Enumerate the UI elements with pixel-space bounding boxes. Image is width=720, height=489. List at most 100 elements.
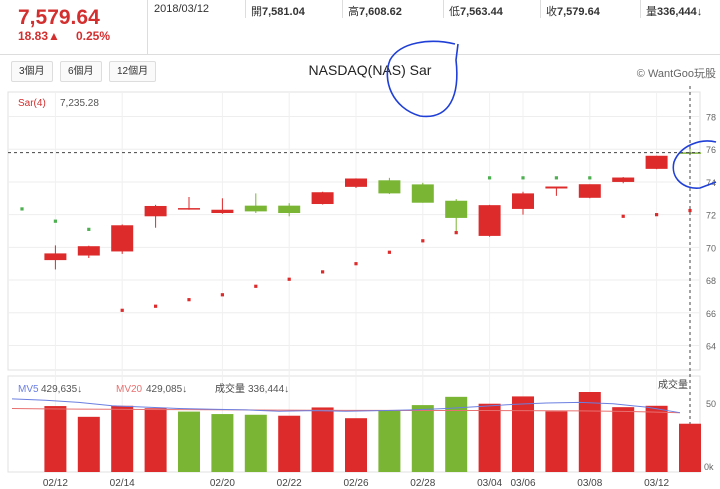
candle-body [311, 192, 334, 205]
volume-bar [512, 396, 534, 472]
volume-bar [411, 405, 434, 472]
x-tick-label: 03/04 [477, 478, 502, 489]
volume-y-tick-label: 50 [706, 399, 716, 409]
volume-bar [445, 396, 468, 472]
y-tick-label: 64 [706, 341, 716, 351]
volume-bar [612, 407, 635, 472]
quote-date: 2018/03/12 [154, 3, 210, 15]
candle-body [44, 253, 67, 261]
quote-close: 收7,579.64 [546, 3, 600, 19]
open-label: 開 [251, 6, 262, 18]
candle-body [211, 209, 234, 214]
y-tick-label: 72 [706, 211, 716, 221]
x-tick-label: 02/22 [277, 478, 302, 489]
candle-body [345, 178, 367, 187]
price-change: 18.83▲ [18, 29, 60, 43]
volume-bar [144, 408, 167, 472]
divider [245, 0, 246, 18]
volume-bar [178, 411, 200, 472]
candle-body [478, 205, 501, 236]
price-change-pct: 0.25% [76, 29, 111, 43]
low-value: 7,563.44 [460, 6, 503, 18]
range-6m-button[interactable]: 6個月 [60, 61, 102, 82]
x-tick-label: 02/26 [343, 478, 368, 489]
ma5-legend-label: MV5 [18, 384, 39, 395]
sar-point [87, 227, 91, 231]
annotation-circle [672, 140, 717, 189]
ma5-line [11, 398, 681, 414]
chart-title: NASDAQ(NAS) Sar [308, 62, 432, 78]
volume-bar [645, 405, 668, 472]
x-tick-label: 02/20 [210, 478, 235, 489]
volume-bar [679, 423, 701, 472]
volume-bar [44, 406, 67, 472]
candle-body [178, 208, 200, 210]
x-tick-label: 02/28 [410, 478, 435, 489]
y-tick-label: 74 [706, 178, 716, 188]
low-label: 低 [449, 6, 460, 18]
quote-low: 低7,563.44 [449, 3, 503, 19]
volume-bar [345, 418, 367, 472]
candle-body [578, 184, 601, 198]
volume-bar [111, 405, 134, 472]
sar-point [688, 208, 692, 213]
open-value: 7,581.04 [262, 6, 305, 18]
sar-legend-label: Sar(4) [18, 98, 46, 109]
ma5-legend-value: 429,635↓ [41, 384, 82, 395]
annotation-circle [386, 40, 459, 118]
sar-point [521, 176, 525, 180]
sar-point [655, 213, 659, 217]
candle-body [244, 205, 267, 212]
sar-point [120, 308, 124, 312]
candle-body [512, 193, 534, 209]
volume-bar [478, 403, 501, 472]
range-12m-button[interactable]: 12個月 [109, 61, 157, 82]
sar-point [588, 176, 592, 180]
divider [443, 0, 444, 18]
sar-point [488, 176, 492, 180]
volume-bar [211, 414, 234, 472]
quote-open: 開7,581.04 [251, 3, 305, 19]
ma20-legend-label: MV20 [116, 384, 143, 395]
ma20-line [11, 408, 681, 414]
price-panel: 7,579.64 18.83▲ 0.25% [0, 0, 148, 55]
volume-bar [378, 410, 401, 472]
x-tick-label: 03/12 [644, 478, 669, 489]
divider [342, 0, 343, 18]
volume-legend-label: 成交量 [215, 382, 245, 395]
candle-body [278, 205, 301, 214]
high-value: 7,608.62 [359, 6, 402, 18]
sar-legend-value: 7,235.28 [60, 98, 99, 109]
volume-value: 336,444 [657, 6, 697, 18]
volume-legend-value: 336,444↓ [248, 384, 289, 395]
y-tick-label: 78 [706, 113, 716, 123]
quote-header: 7,579.64 18.83▲ 0.25% 2018/03/12 開7,581.… [0, 0, 720, 55]
y-tick-label: 70 [706, 243, 716, 253]
x-tick-label: 03/06 [510, 478, 535, 489]
candle-body [378, 180, 401, 194]
candle-body [445, 200, 468, 218]
volume-bar [278, 415, 301, 472]
volume-arrow: ↓ [696, 6, 703, 18]
sar-point [321, 270, 325, 274]
candle-body [612, 177, 635, 182]
candle-body [545, 186, 568, 189]
volume-bar [244, 414, 267, 472]
brand-watermark: © WantGoo玩股 [636, 68, 716, 80]
x-tick-label: 02/12 [43, 478, 68, 489]
volume-bar [77, 416, 100, 472]
range-3m-button[interactable]: 3個月 [11, 61, 53, 82]
sar-point [387, 250, 391, 254]
candle-body [411, 184, 434, 203]
close-value: 7,579.64 [557, 6, 600, 18]
ma20-legend-value: 429,085↓ [146, 384, 187, 395]
volume-bar [311, 407, 334, 472]
y-tick-label: 68 [706, 276, 716, 286]
candle-body [144, 205, 167, 217]
volume-bar [545, 411, 568, 472]
y-tick-label: 76 [706, 145, 716, 155]
last-price: 7,579.64 [18, 6, 100, 29]
sar-point [354, 262, 358, 266]
high-label: 高 [348, 6, 359, 18]
